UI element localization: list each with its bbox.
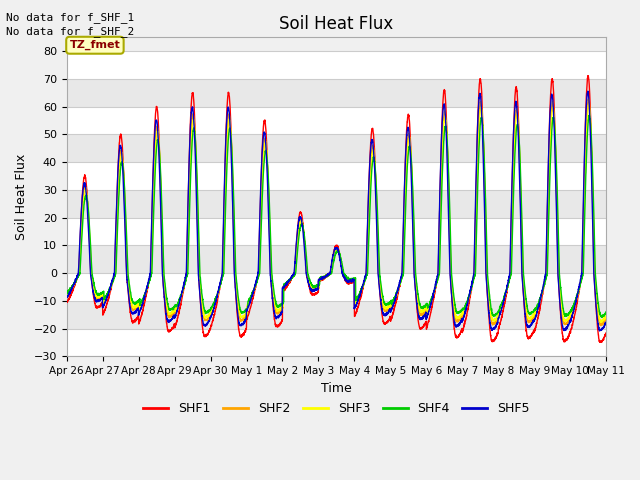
SHF3: [63, 292, 70, 298]
SHF1: [428, 306, 435, 312]
Text: No data for f_SHF_1: No data for f_SHF_1: [6, 12, 134, 23]
SHF1: [602, 332, 609, 337]
Bar: [67, 190, 606, 217]
Line: SHF3: SHF3: [67, 105, 606, 322]
Line: SHF2: SHF2: [67, 99, 606, 325]
Bar: [67, 162, 606, 190]
SHF2: [428, 299, 435, 305]
SHF1: [584, 73, 592, 79]
Title: Soil Heat Flux: Soil Heat Flux: [279, 15, 394, 33]
Bar: [67, 301, 606, 329]
SHF2: [602, 316, 610, 322]
SHF5: [457, 318, 465, 324]
Y-axis label: Soil Heat Flux: Soil Heat Flux: [15, 154, 28, 240]
SHF5: [584, 88, 592, 94]
SHF5: [488, 325, 495, 331]
Line: SHF5: SHF5: [67, 91, 606, 331]
SHF5: [596, 328, 604, 334]
SHF5: [602, 319, 610, 325]
SHF1: [316, 278, 324, 284]
SHF2: [457, 315, 465, 321]
SHF4: [316, 275, 324, 281]
SHF4: [602, 309, 610, 314]
Bar: [67, 273, 606, 301]
SHF3: [316, 276, 324, 282]
Text: No data for f_SHF_2: No data for f_SHF_2: [6, 26, 134, 37]
SHF3: [428, 298, 435, 304]
SHF4: [457, 309, 465, 314]
Line: SHF1: SHF1: [67, 76, 606, 342]
SHF5: [602, 321, 609, 326]
SHF1: [602, 330, 610, 336]
Bar: [67, 51, 606, 79]
Bar: [67, 329, 606, 356]
SHF2: [316, 276, 324, 282]
SHF2: [585, 96, 593, 102]
SHF5: [63, 294, 70, 300]
SHF2: [602, 318, 609, 324]
SHF2: [160, 277, 168, 283]
Text: TZ_fmet: TZ_fmet: [70, 40, 120, 50]
SHF3: [597, 319, 605, 325]
Bar: [67, 79, 606, 107]
Line: SHF4: SHF4: [67, 115, 606, 317]
SHF3: [584, 102, 592, 108]
SHF2: [597, 323, 605, 328]
SHF4: [488, 308, 495, 314]
SHF1: [160, 286, 168, 291]
Bar: [67, 107, 606, 134]
Bar: [67, 217, 606, 245]
SHF4: [586, 112, 593, 118]
SHF1: [596, 339, 604, 345]
SHF3: [602, 315, 609, 321]
SHF5: [316, 276, 324, 281]
SHF1: [488, 337, 495, 343]
SHF3: [488, 316, 495, 322]
SHF3: [160, 273, 168, 278]
SHF1: [63, 299, 70, 304]
SHF4: [63, 291, 70, 297]
SHF2: [63, 292, 70, 298]
SHF5: [160, 287, 168, 293]
Bar: [67, 245, 606, 273]
SHF3: [602, 313, 610, 319]
Bar: [67, 134, 606, 162]
SHF1: [457, 328, 465, 334]
SHF3: [457, 312, 465, 318]
Legend: SHF1, SHF2, SHF3, SHF4, SHF5: SHF1, SHF2, SHF3, SHF4, SHF5: [138, 397, 535, 420]
X-axis label: Time: Time: [321, 382, 352, 395]
SHF4: [602, 311, 609, 317]
SHF4: [598, 314, 606, 320]
SHF4: [428, 297, 435, 302]
SHF2: [488, 320, 495, 325]
SHF5: [428, 301, 435, 307]
SHF4: [160, 264, 168, 270]
